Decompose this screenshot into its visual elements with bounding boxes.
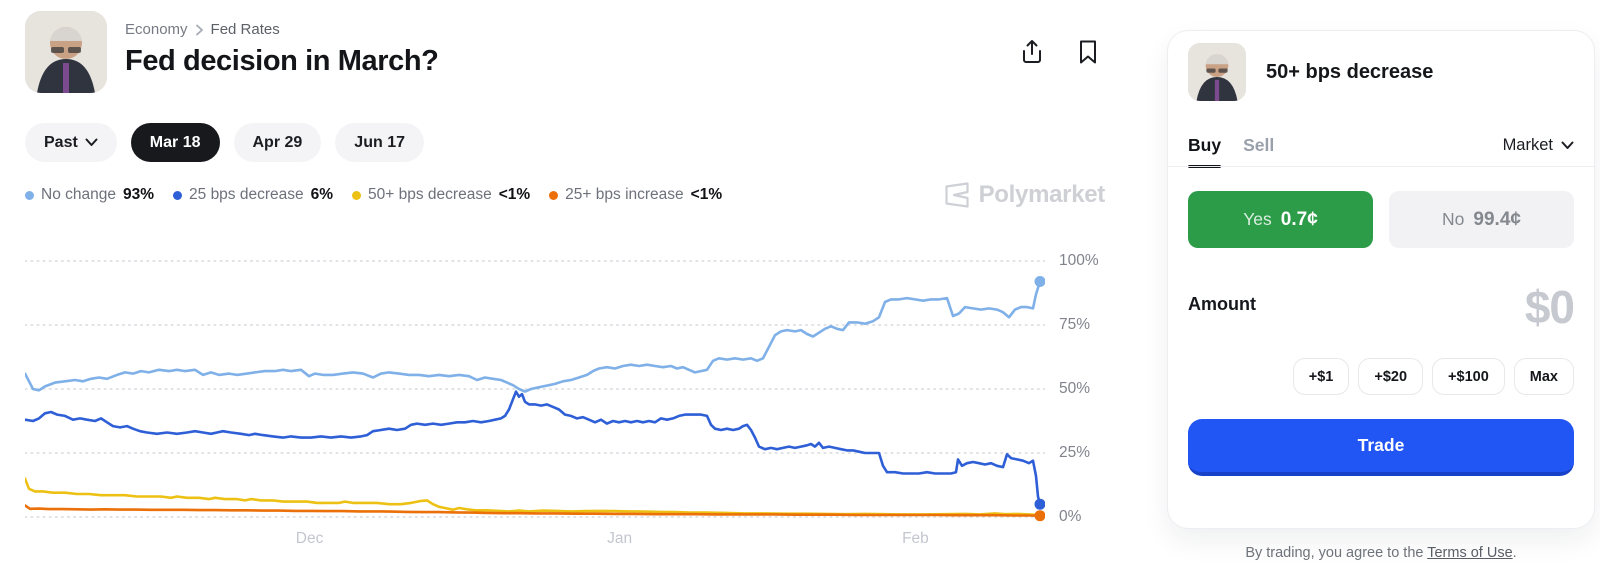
tab-past-label: Past <box>44 133 78 151</box>
chevron-down-icon <box>1561 141 1574 149</box>
breadcrumb-chevron-icon <box>195 24 204 36</box>
legend-dot-blue-icon <box>173 190 183 200</box>
market-avatar <box>25 11 107 93</box>
chart-legend: No change 93% 25 bps decrease 6% 50+ bps… <box>25 186 722 204</box>
legend-dot-light-blue-icon <box>25 190 34 200</box>
tab-apr-29[interactable]: Apr 29 <box>233 123 322 162</box>
tab-past[interactable]: Past <box>25 123 117 162</box>
legend-item-no-change: No change 93% <box>25 186 154 204</box>
tab-buy-label: Buy <box>1188 134 1222 155</box>
tab-buy[interactable]: Buy <box>1188 123 1222 168</box>
tab-jun-17-label: Jun 17 <box>354 133 405 151</box>
tab-sell-label: Sell <box>1243 134 1275 155</box>
disclaimer-period: . <box>1512 545 1517 561</box>
tab-mar-18-label: Mar 18 <box>149 133 201 151</box>
buy-sell-tabs: Buy Sell Market <box>1168 123 1594 168</box>
avatar-portrait-icon <box>25 11 107 93</box>
terms-of-use-link[interactable]: Terms of Use <box>1427 545 1513 561</box>
legend-item-25-bps-increase: 25+ bps increase <1% <box>549 186 722 204</box>
legend-label: 50+ bps decrease <box>368 186 492 203</box>
legend-value: 6% <box>310 186 334 203</box>
polymarket-watermark-text: Polymarket <box>978 181 1106 208</box>
trade-panel: 50+ bps decrease Buy Sell Market Yes 0.7… <box>1168 31 1594 528</box>
legend-item-25-bps-decrease: 25 bps decrease 6% <box>173 186 333 204</box>
amount-input[interactable]: $0 <box>1524 281 1575 333</box>
polymarket-watermark: Polymarket <box>943 181 1105 209</box>
trade-disclaimer: By trading, you agree to the Terms of Us… <box>1168 545 1594 561</box>
add-1-dollar-button[interactable]: +$1 <box>1292 358 1350 395</box>
tabs-divider <box>1168 166 1594 167</box>
legend-dot-yellow-icon <box>352 190 362 200</box>
breadcrumb-economy[interactable]: Economy <box>125 21 188 38</box>
yes-price: 0.7¢ <box>1280 208 1318 230</box>
chart-canvas[interactable] <box>25 249 1045 529</box>
legend-value: <1% <box>690 186 723 203</box>
max-amount-button[interactable]: Max <box>1513 358 1574 395</box>
tab-sell[interactable]: Sell <box>1243 123 1274 167</box>
legend-item-50-bps-decrease: 50+ bps decrease <1% <box>352 186 530 204</box>
bookmark-icon[interactable] <box>1074 38 1102 66</box>
yes-label: Yes <box>1243 209 1272 229</box>
polymarket-logo-icon <box>944 182 969 208</box>
share-icon[interactable] <box>1018 38 1046 66</box>
no-price: 99.4¢ <box>1473 208 1521 230</box>
legend-value: <1% <box>498 186 531 203</box>
add-20-dollar-button[interactable]: +$20 <box>1358 358 1424 395</box>
page-title: Fed decision in March? <box>125 45 439 77</box>
disclaimer-text: By trading, you agree to the <box>1245 545 1428 561</box>
legend-label: 25 bps decrease <box>189 186 304 203</box>
timeframe-tabs: Past Mar 18 Apr 29 Jun 17 <box>25 123 424 162</box>
order-type-dropdown[interactable]: Market <box>1503 136 1574 155</box>
outcome-avatar <box>1188 43 1246 101</box>
tab-mar-18[interactable]: Mar 18 <box>130 123 220 162</box>
outcome-title: 50+ bps decrease <box>1266 60 1434 83</box>
legend-dot-orange-icon <box>549 190 559 200</box>
breadcrumb: Economy Fed Rates <box>125 21 438 38</box>
tab-jun-17[interactable]: Jun 17 <box>335 123 424 162</box>
x-axis-labels: Dec Jan Feb <box>295 530 929 547</box>
legend-value: 93% <box>122 186 155 203</box>
avatar-portrait-icon <box>1188 43 1246 101</box>
quick-amount-buttons: +$1 +$20 +$100 Max <box>1188 358 1574 395</box>
chevron-down-icon <box>85 138 98 146</box>
no-button[interactable]: No 99.4¢ <box>1389 191 1574 248</box>
legend-label: 25+ bps increase <box>565 186 684 203</box>
amount-label: Amount <box>1188 294 1256 314</box>
yes-button[interactable]: Yes 0.7¢ <box>1188 191 1373 248</box>
trade-button[interactable]: Trade <box>1188 419 1574 476</box>
add-100-dollar-button[interactable]: +$100 <box>1432 358 1505 395</box>
no-label: No <box>1442 209 1465 229</box>
order-type-label: Market <box>1502 135 1553 154</box>
price-chart[interactable]: 100% 75% 50% 25% 0% Dec Jan Feb <box>25 249 1130 549</box>
breadcrumb-fed-rates[interactable]: Fed Rates <box>210 21 280 38</box>
tab-apr-29-label: Apr 29 <box>252 133 303 151</box>
legend-label: No change <box>41 186 116 203</box>
